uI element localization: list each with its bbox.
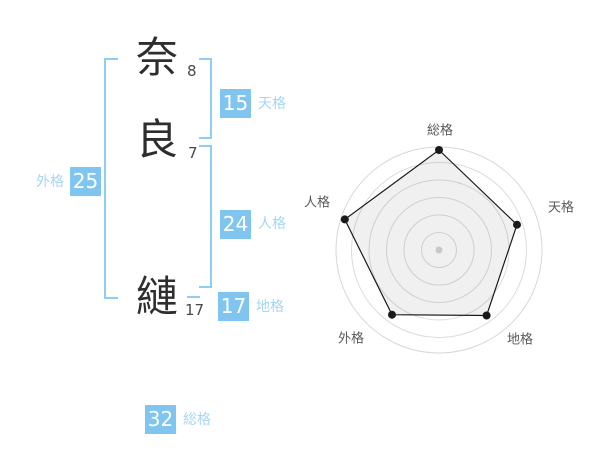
radar-grid-ring: [351, 162, 527, 338]
radar-grid-ring: [368, 179, 510, 321]
tenkaku-bracket: [199, 58, 212, 139]
gaikaku-label: 外格: [36, 174, 64, 190]
radar-grid-ring: [403, 214, 475, 286]
radar-axis-label-soukaku: 総格: [426, 123, 454, 139]
radar-axis-label-tenkaku: 天格: [547, 200, 575, 216]
tenkaku-value-box: 15: [220, 89, 251, 118]
name-char-1: 奈: [135, 33, 178, 82]
radar-center-dot: [435, 246, 443, 254]
radar-axis-label-gaikaku: 外格: [337, 331, 365, 347]
radar-grid-ring: [421, 232, 457, 268]
radar-vertex-dot: [482, 311, 491, 320]
chikaku-value-box: 17: [218, 292, 249, 321]
radar-vertex-dot: [513, 220, 521, 229]
name-char-3: 縺: [135, 272, 178, 321]
radar-vertex-dot: [388, 310, 396, 319]
jinkaku-bracket: [199, 145, 212, 288]
soukaku-label: 総格: [183, 412, 211, 428]
radar-axis-label-chikaku: 地格: [506, 332, 534, 348]
stroke-count-3: 17: [185, 301, 205, 319]
chikaku-label: 地格: [256, 299, 284, 315]
radar-vertex-dot: [435, 146, 443, 154]
soukaku-value-box: 32: [145, 405, 176, 434]
chikaku-tick: [187, 296, 200, 298]
jinkaku-value-box: 24: [220, 210, 251, 239]
jinkaku-label: 人格: [258, 216, 286, 232]
name-char-2: 良: [135, 115, 178, 164]
radar-vertex-dot: [340, 215, 349, 224]
gaikaku-bracket: [104, 58, 118, 299]
radar-axis-label-jinkaku: 人格: [303, 195, 331, 211]
gaikaku-value-box: 25: [70, 167, 101, 196]
radar-grid-ring: [386, 197, 492, 303]
stroke-count-1: 8: [187, 62, 197, 80]
radar-outer-ring: [335, 146, 543, 354]
radar-data-polygon: [344, 149, 518, 317]
tenkaku-label: 天格: [258, 96, 286, 112]
stroke-count-2: 7: [188, 144, 198, 162]
